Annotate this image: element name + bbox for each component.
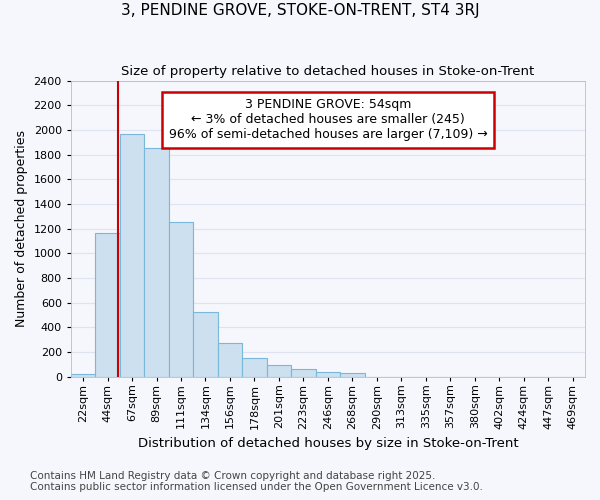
Bar: [95, 233, 120, 376]
Bar: [71, 374, 95, 376]
Bar: [340, 373, 365, 376]
X-axis label: Distribution of detached houses by size in Stoke-on-Trent: Distribution of detached houses by size …: [137, 437, 518, 450]
Bar: [291, 369, 316, 376]
Title: Size of property relative to detached houses in Stoke-on-Trent: Size of property relative to detached ho…: [121, 65, 535, 78]
Text: 3 PENDINE GROVE: 54sqm
← 3% of detached houses are smaller (245)
96% of semi-det: 3 PENDINE GROVE: 54sqm ← 3% of detached …: [169, 98, 487, 142]
Bar: [316, 372, 340, 376]
Bar: [169, 222, 193, 376]
Bar: [120, 134, 144, 376]
Bar: [242, 358, 267, 376]
Text: Contains HM Land Registry data © Crown copyright and database right 2025.
Contai: Contains HM Land Registry data © Crown c…: [30, 471, 483, 492]
Bar: [218, 344, 242, 376]
Bar: [267, 366, 291, 376]
Y-axis label: Number of detached properties: Number of detached properties: [15, 130, 28, 327]
Bar: [193, 312, 218, 376]
Bar: [144, 148, 169, 376]
Text: 3, PENDINE GROVE, STOKE-ON-TRENT, ST4 3RJ: 3, PENDINE GROVE, STOKE-ON-TRENT, ST4 3R…: [121, 2, 479, 18]
